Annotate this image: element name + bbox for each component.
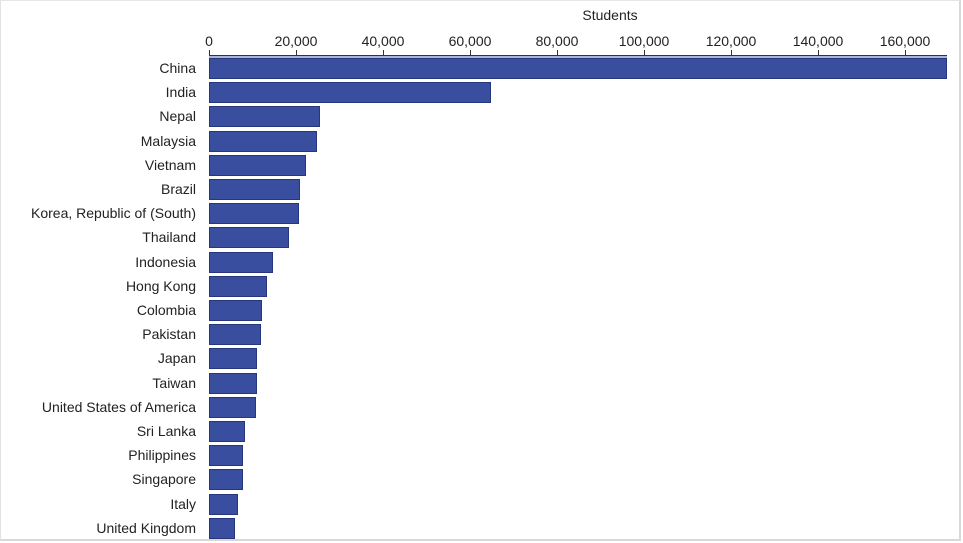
bar[interactable] — [209, 324, 262, 346]
bar-row: Malaysia — [0, 130, 963, 152]
category-label: Nepal — [159, 108, 196, 125]
bar[interactable] — [209, 275, 267, 297]
category-label: United States of America — [41, 398, 196, 415]
x-tick-mark — [818, 50, 819, 55]
bar-row: India — [0, 82, 963, 104]
bar-row: Sri Lanka — [0, 421, 963, 442]
x-tick-mark — [731, 50, 732, 55]
x-tick-label: 160,000 — [879, 33, 931, 49]
bar[interactable] — [209, 130, 317, 152]
bar-row: Italy — [0, 493, 963, 515]
bar-row: Singapore — [0, 469, 963, 491]
category-label: Brazil — [160, 181, 196, 197]
x-tick-mark — [557, 50, 558, 55]
bar[interactable] — [209, 300, 263, 321]
category-label: Pakistan — [142, 326, 196, 343]
bar[interactable] — [209, 469, 243, 491]
x-tick-label: 140,000 — [792, 33, 844, 49]
category-label: Korea, Republic of (South) — [31, 205, 196, 222]
bar[interactable] — [209, 396, 256, 418]
x-tick-label: 0 — [205, 33, 213, 49]
bar-row: United States of America — [0, 396, 963, 418]
bar[interactable] — [209, 517, 236, 539]
x-tick-label: 60,000 — [448, 33, 492, 49]
x-axis-line — [209, 55, 947, 56]
bar[interactable] — [209, 493, 239, 515]
category-label: Taiwan — [152, 374, 196, 391]
x-tick-mark — [470, 50, 471, 55]
category-label: Indonesia — [135, 253, 196, 270]
x-tick-mark — [383, 50, 384, 55]
x-tick-mark — [905, 50, 906, 55]
x-tick-label: 80,000 — [535, 33, 579, 49]
x-axis-band — [209, 56, 947, 58]
category-label: Sri Lanka — [136, 423, 196, 439]
category-label: Japan — [157, 350, 196, 367]
x-tick-mark — [296, 50, 297, 55]
category-label: United Kingdom — [96, 519, 196, 536]
bar-row: Nepal — [0, 106, 963, 128]
bar-row: United Kingdom — [0, 517, 963, 539]
bar[interactable] — [209, 372, 257, 394]
bar-row: Brazil — [0, 179, 963, 200]
bar-row: China — [0, 58, 963, 79]
x-tick-mark — [644, 50, 645, 55]
x-tick-label: 20,000 — [274, 33, 318, 49]
category-label: Hong Kong — [125, 277, 196, 294]
category-label: Singapore — [132, 471, 196, 488]
category-label: Vietnam — [144, 156, 196, 173]
x-axis-title: Students — [582, 7, 638, 23]
bar-row: Taiwan — [0, 372, 963, 394]
bar[interactable] — [209, 421, 246, 442]
category-label: Thailand — [142, 229, 196, 246]
bar-row: Hong Kong — [0, 275, 963, 297]
bar[interactable] — [209, 58, 947, 79]
bar-row: Korea, Republic of (South) — [0, 203, 963, 225]
bar[interactable] — [209, 227, 290, 249]
bar[interactable] — [209, 82, 491, 104]
bar[interactable] — [209, 154, 306, 176]
x-tick-mark — [209, 50, 210, 55]
bar-row: Japan — [0, 348, 963, 370]
x-tick-label: 40,000 — [361, 33, 405, 49]
x-tick-label: 120,000 — [705, 33, 757, 49]
bar[interactable] — [209, 251, 273, 273]
bar-row: Vietnam — [0, 154, 963, 176]
category-label: India — [165, 84, 196, 101]
bar[interactable] — [209, 445, 243, 467]
bar[interactable] — [209, 106, 320, 128]
category-label: Philippines — [128, 447, 196, 464]
category-label: Malaysia — [140, 132, 196, 149]
bar-row: Colombia — [0, 300, 963, 321]
bar[interactable] — [209, 203, 300, 225]
bar-row: Philippines — [0, 445, 963, 467]
bar-row: Pakistan — [0, 324, 963, 346]
category-label: Italy — [170, 495, 196, 512]
bar[interactable] — [209, 179, 300, 200]
bar-row: Indonesia — [0, 251, 963, 273]
category-label: Colombia — [136, 302, 196, 318]
bar[interactable] — [209, 348, 257, 370]
category-label: China — [159, 60, 196, 76]
bar-row: Thailand — [0, 227, 963, 249]
x-tick-label: 100,000 — [618, 33, 670, 49]
